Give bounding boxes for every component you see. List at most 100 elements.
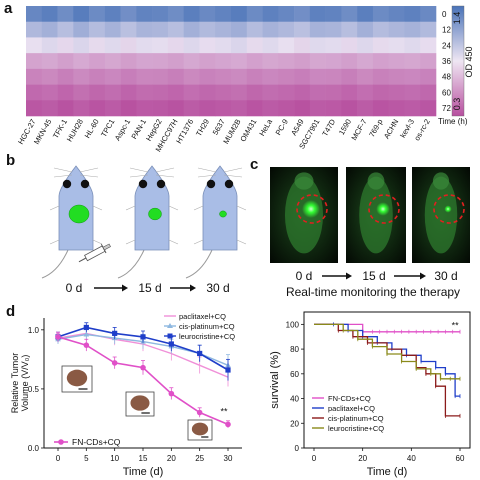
tumor-circle [368, 194, 400, 224]
heatmap-cell [57, 21, 74, 38]
heatmap-cell [388, 84, 405, 101]
heatmap-cell [231, 53, 248, 70]
heatmap-cell [372, 84, 389, 101]
heatmap-cell [167, 21, 184, 38]
heatmap-cell [388, 100, 405, 117]
heatmap-cell [57, 84, 74, 101]
heatmap-cell [136, 53, 153, 70]
heatmap-cell [420, 6, 437, 23]
heatmap-cell [73, 100, 90, 117]
heatmap-cell [294, 6, 311, 23]
heatmap-cell [89, 68, 106, 85]
survival-step [314, 323, 460, 417]
legend-label: leurocristine+CQ [328, 424, 384, 433]
x-tick-label: 10 [110, 454, 119, 463]
heatmap-cell [41, 68, 58, 85]
heatmap-cell [199, 37, 216, 54]
heatmap-cell [388, 6, 405, 23]
heatmap-cell [104, 21, 121, 38]
time-label: 36 [442, 57, 451, 66]
heatmap-cell [89, 53, 106, 70]
cell-line-label: HL-60 [83, 118, 101, 140]
heatmap-cell [136, 21, 153, 38]
colorbar [451, 5, 465, 117]
data-point [112, 330, 118, 336]
heatmap-cell [199, 68, 216, 85]
data-point [168, 390, 175, 397]
heatmap-cell [341, 37, 358, 54]
legend-top: paclitaxel+CQcis-platinum+CQleurocristin… [164, 312, 235, 341]
heatmap-cell [372, 68, 389, 85]
tumor-photo [61, 365, 93, 393]
series-line [55, 331, 231, 428]
heatmap-cell [404, 6, 421, 23]
heatmap-cell [41, 84, 58, 101]
heatmap-cell [57, 100, 74, 117]
heatmap-cell [136, 68, 153, 85]
heatmap-cell [215, 53, 232, 70]
heatmap-cell [278, 53, 295, 70]
heatmap-cell [120, 37, 137, 54]
heatmap-cell [26, 68, 43, 85]
time-label: 72 [442, 104, 451, 113]
survival-chart: 0 20 40 60 0 20 40 60 80 100 Time (d) survival (%) *… [269, 311, 471, 478]
heatmap-cell [420, 21, 437, 38]
heatmap-cell [183, 84, 200, 101]
time-label: 48 [442, 73, 451, 82]
heatmap-cell [73, 6, 90, 23]
heatmap-cell [357, 37, 374, 54]
mouse-cartoon [185, 165, 247, 279]
mouse-cartoon-row [41, 165, 247, 279]
mouse-whisker [197, 174, 217, 178]
heatmap-cell [262, 37, 279, 54]
heatmap-cell [120, 53, 137, 70]
data-point [111, 360, 118, 366]
heatmap-cell [73, 53, 90, 70]
heatmap-cell [278, 37, 295, 54]
heatmap-cell [215, 21, 232, 38]
panel-label-a: a [4, 0, 13, 17]
data-point [55, 334, 61, 340]
arrow-b-day-1 [94, 284, 128, 292]
heatmap-cell [294, 53, 311, 70]
panel-label-d: d [6, 303, 16, 320]
mouse-head [367, 172, 385, 190]
fluorescence-signal [302, 200, 320, 218]
heatmap-cell [294, 37, 311, 54]
x-tick-label: 20 [358, 454, 367, 463]
heatmap-cell [73, 84, 90, 101]
mouse-head [294, 172, 314, 190]
heatmap-cell [199, 53, 216, 70]
significance-mark: ** [452, 320, 460, 330]
heatmap-cell [309, 37, 326, 54]
mouse-silhouette [359, 176, 393, 254]
heatmap-cell [231, 84, 248, 101]
heatmap-cell [152, 68, 169, 85]
mouse-silhouette [284, 176, 324, 254]
mouse-leg [49, 205, 60, 211]
heatmap-cell [294, 84, 311, 101]
y-tick-label: 40 [290, 395, 299, 404]
mouse-c-day-0: 0 d [296, 269, 313, 283]
data-point [168, 341, 174, 347]
heatmap-cell [325, 6, 342, 23]
heatmap-cell [89, 84, 106, 101]
mouse-whisker [53, 174, 73, 178]
heatmap-cell [309, 68, 326, 85]
heatmap-cell [167, 6, 184, 23]
heatmap-cell [262, 53, 279, 70]
mouse-whisker [197, 167, 217, 173]
heatmap-cell [199, 84, 216, 101]
heatmap-cell [294, 100, 311, 117]
heatmap-cell [183, 53, 200, 70]
heatmap-cell [404, 84, 421, 101]
heatmap-cell [278, 21, 295, 38]
mouse-whisker [129, 174, 149, 178]
tumor-spot [148, 207, 162, 221]
heatmap-cell [309, 100, 326, 117]
heatmap-cell [167, 100, 184, 117]
tumor-tissue [66, 369, 88, 387]
arrow-c-day-2 [394, 272, 426, 280]
fluorescence-photo [270, 167, 338, 263]
heatmap-cell [420, 68, 437, 85]
